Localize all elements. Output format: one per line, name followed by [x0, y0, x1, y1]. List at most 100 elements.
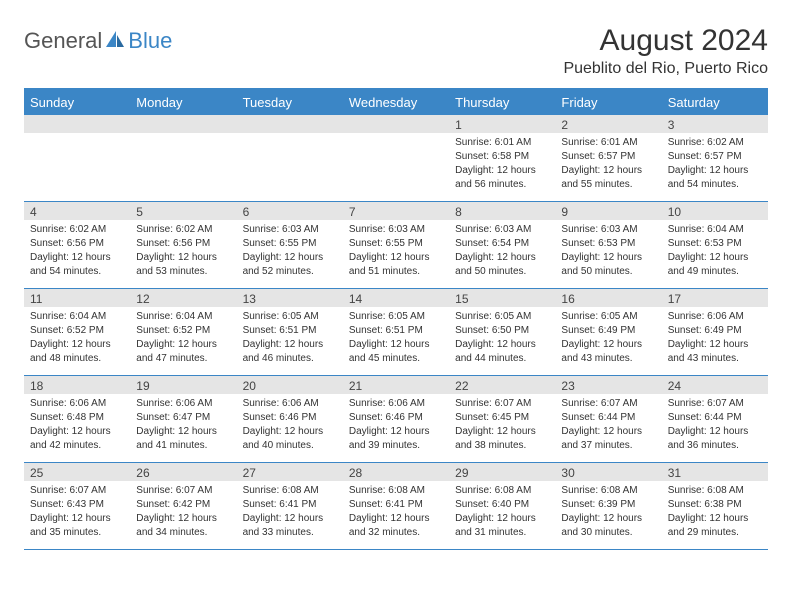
sunrise-text: Sunrise: 6:04 AM: [30, 310, 124, 324]
daylight-text: Daylight: 12 hours and 50 minutes.: [561, 251, 655, 278]
sunrise-text: Sunrise: 6:07 AM: [668, 397, 762, 411]
daylight-text: Daylight: 12 hours and 39 minutes.: [349, 425, 443, 452]
day-body: Sunrise: 6:08 AMSunset: 6:41 PMDaylight:…: [237, 481, 343, 544]
dow-sat: Saturday: [662, 90, 768, 115]
day-cell: 6Sunrise: 6:03 AMSunset: 6:55 PMDaylight…: [237, 202, 343, 288]
day-body: Sunrise: 6:06 AMSunset: 6:46 PMDaylight:…: [237, 394, 343, 457]
day-cell: 3Sunrise: 6:02 AMSunset: 6:57 PMDaylight…: [662, 115, 768, 201]
day-body: Sunrise: 6:06 AMSunset: 6:49 PMDaylight:…: [662, 307, 768, 370]
day-cell: 19Sunrise: 6:06 AMSunset: 6:47 PMDayligh…: [130, 376, 236, 462]
sunset-text: Sunset: 6:54 PM: [455, 237, 549, 251]
day-cell: 8Sunrise: 6:03 AMSunset: 6:54 PMDaylight…: [449, 202, 555, 288]
daylight-text: Daylight: 12 hours and 33 minutes.: [243, 512, 337, 539]
day-cell: 17Sunrise: 6:06 AMSunset: 6:49 PMDayligh…: [662, 289, 768, 375]
day-number: 26: [130, 463, 236, 481]
day-cell: 29Sunrise: 6:08 AMSunset: 6:40 PMDayligh…: [449, 463, 555, 549]
day-body: Sunrise: 6:03 AMSunset: 6:53 PMDaylight:…: [555, 220, 661, 283]
daylight-text: Daylight: 12 hours and 34 minutes.: [136, 512, 230, 539]
day-cell: 21Sunrise: 6:06 AMSunset: 6:46 PMDayligh…: [343, 376, 449, 462]
sunset-text: Sunset: 6:53 PM: [561, 237, 655, 251]
day-number: 29: [449, 463, 555, 481]
sunset-text: Sunset: 6:45 PM: [455, 411, 549, 425]
day-body: Sunrise: 6:06 AMSunset: 6:46 PMDaylight:…: [343, 394, 449, 457]
day-body: Sunrise: 6:04 AMSunset: 6:52 PMDaylight:…: [130, 307, 236, 370]
daylight-text: Daylight: 12 hours and 51 minutes.: [349, 251, 443, 278]
day-cell: 2Sunrise: 6:01 AMSunset: 6:57 PMDaylight…: [555, 115, 661, 201]
day-body: Sunrise: 6:07 AMSunset: 6:44 PMDaylight:…: [555, 394, 661, 457]
sunset-text: Sunset: 6:46 PM: [243, 411, 337, 425]
daylight-text: Daylight: 12 hours and 43 minutes.: [561, 338, 655, 365]
day-number: 7: [343, 202, 449, 220]
daylight-text: Daylight: 12 hours and 32 minutes.: [349, 512, 443, 539]
day-body: Sunrise: 6:08 AMSunset: 6:40 PMDaylight:…: [449, 481, 555, 544]
title-block: August 2024 Pueblito del Rio, Puerto Ric…: [563, 24, 768, 78]
day-body: Sunrise: 6:03 AMSunset: 6:55 PMDaylight:…: [343, 220, 449, 283]
day-cell: [24, 115, 130, 201]
dow-thu: Thursday: [449, 90, 555, 115]
sunset-text: Sunset: 6:38 PM: [668, 498, 762, 512]
daylight-text: Daylight: 12 hours and 54 minutes.: [30, 251, 124, 278]
day-cell: [343, 115, 449, 201]
day-number: 30: [555, 463, 661, 481]
day-body: Sunrise: 6:08 AMSunset: 6:39 PMDaylight:…: [555, 481, 661, 544]
sunset-text: Sunset: 6:47 PM: [136, 411, 230, 425]
day-cell: [130, 115, 236, 201]
daylight-text: Daylight: 12 hours and 35 minutes.: [30, 512, 124, 539]
sunset-text: Sunset: 6:56 PM: [136, 237, 230, 251]
sunrise-text: Sunrise: 6:07 AM: [455, 397, 549, 411]
sunset-text: Sunset: 6:41 PM: [243, 498, 337, 512]
sunrise-text: Sunrise: 6:05 AM: [455, 310, 549, 324]
daylight-text: Daylight: 12 hours and 49 minutes.: [668, 251, 762, 278]
dow-wed: Wednesday: [343, 90, 449, 115]
daylight-text: Daylight: 12 hours and 31 minutes.: [455, 512, 549, 539]
day-number: [130, 115, 236, 133]
day-body: Sunrise: 6:06 AMSunset: 6:47 PMDaylight:…: [130, 394, 236, 457]
sunset-text: Sunset: 6:57 PM: [668, 150, 762, 164]
sunrise-text: Sunrise: 6:06 AM: [30, 397, 124, 411]
day-cell: 15Sunrise: 6:05 AMSunset: 6:50 PMDayligh…: [449, 289, 555, 375]
day-number: 21: [343, 376, 449, 394]
sunrise-text: Sunrise: 6:06 AM: [136, 397, 230, 411]
day-number: [237, 115, 343, 133]
week-row: 25Sunrise: 6:07 AMSunset: 6:43 PMDayligh…: [24, 463, 768, 550]
daylight-text: Daylight: 12 hours and 43 minutes.: [668, 338, 762, 365]
sunset-text: Sunset: 6:56 PM: [30, 237, 124, 251]
sunrise-text: Sunrise: 6:05 AM: [561, 310, 655, 324]
sunrise-text: Sunrise: 6:05 AM: [349, 310, 443, 324]
day-body: [24, 133, 130, 140]
week-row: 18Sunrise: 6:06 AMSunset: 6:48 PMDayligh…: [24, 376, 768, 463]
day-body: Sunrise: 6:02 AMSunset: 6:56 PMDaylight:…: [24, 220, 130, 283]
sunset-text: Sunset: 6:52 PM: [136, 324, 230, 338]
day-cell: 28Sunrise: 6:08 AMSunset: 6:41 PMDayligh…: [343, 463, 449, 549]
daylight-text: Daylight: 12 hours and 48 minutes.: [30, 338, 124, 365]
week-row: 4Sunrise: 6:02 AMSunset: 6:56 PMDaylight…: [24, 202, 768, 289]
day-cell: 22Sunrise: 6:07 AMSunset: 6:45 PMDayligh…: [449, 376, 555, 462]
day-body: Sunrise: 6:05 AMSunset: 6:49 PMDaylight:…: [555, 307, 661, 370]
sunrise-text: Sunrise: 6:03 AM: [561, 223, 655, 237]
sunset-text: Sunset: 6:49 PM: [561, 324, 655, 338]
calendar-grid: Sunday Monday Tuesday Wednesday Thursday…: [24, 88, 768, 550]
sunrise-text: Sunrise: 6:06 AM: [349, 397, 443, 411]
week-row: 1Sunrise: 6:01 AMSunset: 6:58 PMDaylight…: [24, 115, 768, 202]
sunrise-text: Sunrise: 6:01 AM: [455, 136, 549, 150]
sunrise-text: Sunrise: 6:07 AM: [30, 484, 124, 498]
sunrise-text: Sunrise: 6:02 AM: [30, 223, 124, 237]
day-number: 18: [24, 376, 130, 394]
day-number: 25: [24, 463, 130, 481]
daylight-text: Daylight: 12 hours and 37 minutes.: [561, 425, 655, 452]
day-number: 9: [555, 202, 661, 220]
day-number: 20: [237, 376, 343, 394]
dow-mon: Monday: [130, 90, 236, 115]
sunrise-text: Sunrise: 6:04 AM: [136, 310, 230, 324]
sunrise-text: Sunrise: 6:02 AM: [136, 223, 230, 237]
brand-part1: General: [24, 28, 102, 54]
sunrise-text: Sunrise: 6:07 AM: [136, 484, 230, 498]
day-body: Sunrise: 6:07 AMSunset: 6:45 PMDaylight:…: [449, 394, 555, 457]
sunset-text: Sunset: 6:53 PM: [668, 237, 762, 251]
daylight-text: Daylight: 12 hours and 45 minutes.: [349, 338, 443, 365]
day-number: 6: [237, 202, 343, 220]
day-number: 22: [449, 376, 555, 394]
sunrise-text: Sunrise: 6:08 AM: [561, 484, 655, 498]
daylight-text: Daylight: 12 hours and 47 minutes.: [136, 338, 230, 365]
sunset-text: Sunset: 6:57 PM: [561, 150, 655, 164]
